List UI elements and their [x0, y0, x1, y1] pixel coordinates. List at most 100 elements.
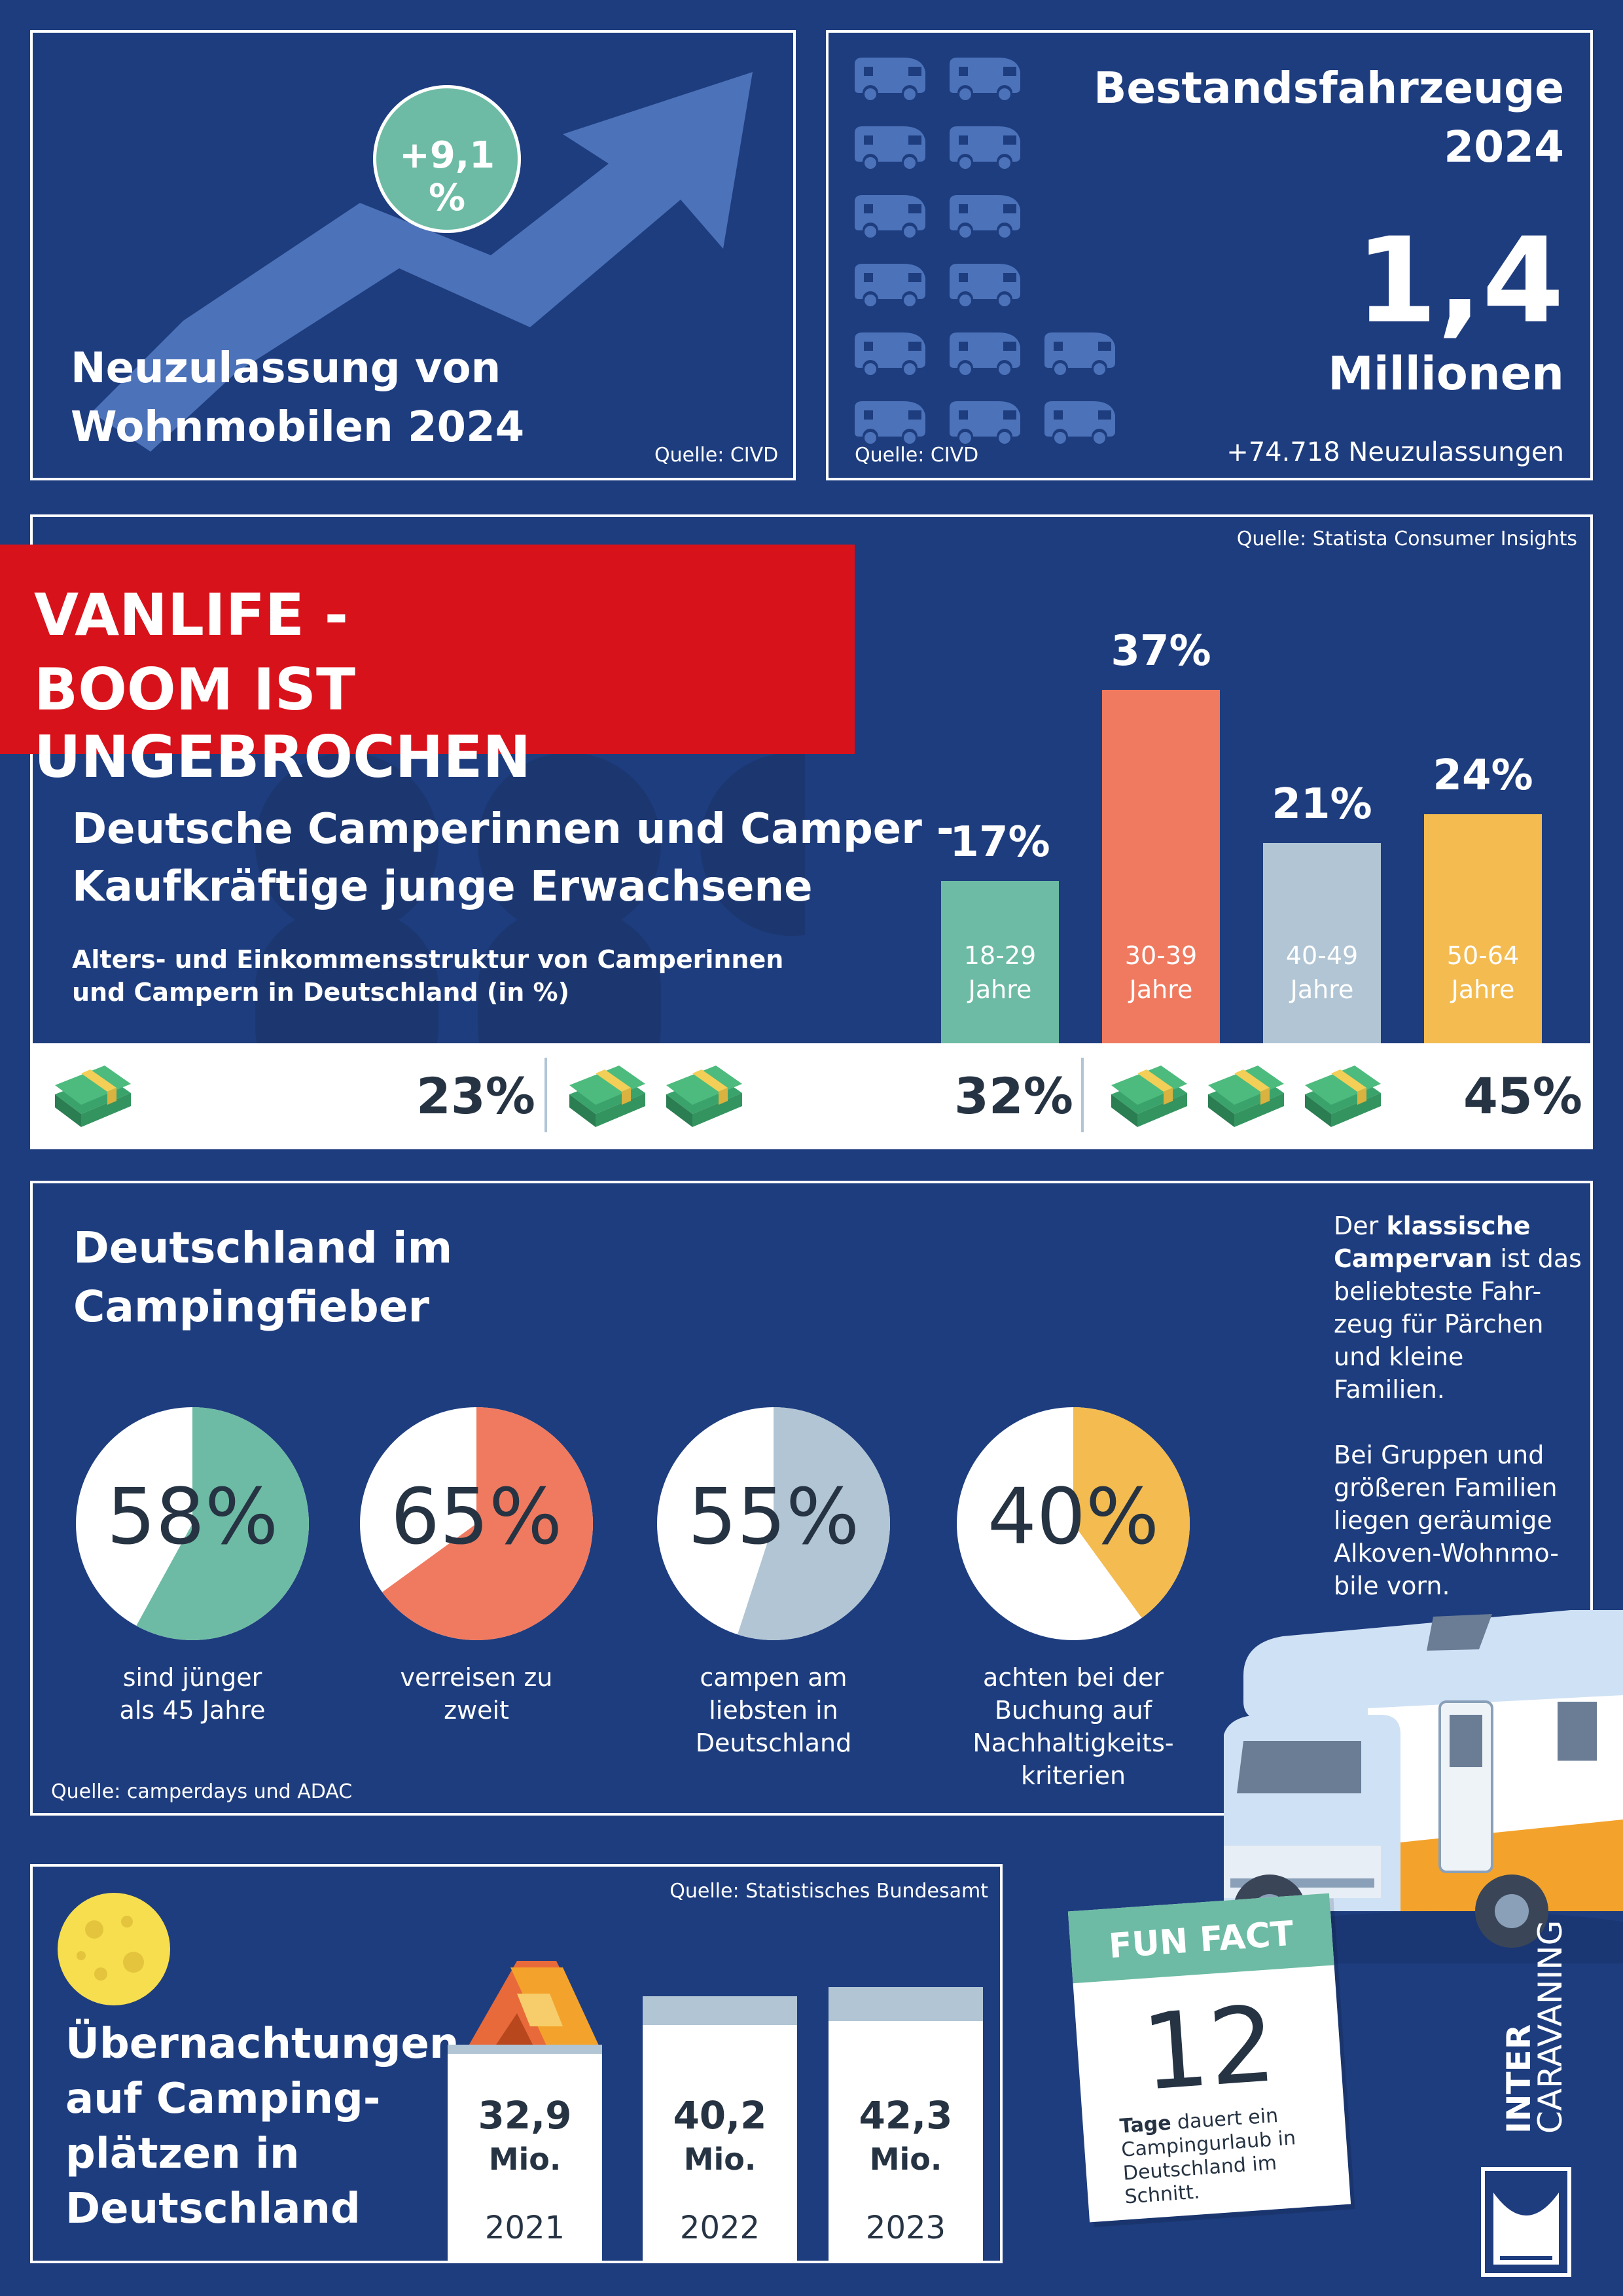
fun-fact-header: FUN FACT	[1067, 1893, 1334, 1984]
stock-big-number: 1,4	[1355, 213, 1564, 350]
pie-description: verreisen zu zweit	[400, 1663, 553, 1725]
card-value: 42,3	[859, 2093, 953, 2138]
stock-title-line1: Bestandsfahrzeuge	[1094, 63, 1564, 113]
age-bar	[1424, 814, 1542, 1043]
age-title-line2: Kaufkräftige junge Erwachsene	[72, 863, 813, 911]
side-text-line: und kleine Familien.	[1334, 1342, 1464, 1404]
registrations-panel: +9,1 % Neuzulassung von Wohnmobilen 2024…	[30, 30, 796, 480]
card-top-strip	[643, 1996, 797, 2025]
camper-grid-icons	[855, 58, 1115, 444]
growth-badge: +9,1 %	[373, 85, 521, 233]
nights-card-2021: 32,9 Mio. 2021	[448, 2045, 602, 2261]
side-text-line: Alkoven-Wohnmo-	[1334, 1539, 1560, 1568]
age-bar-category-label: 50-64 Jahre	[1446, 941, 1520, 1004]
income-value-3: 45%	[1463, 1067, 1582, 1125]
fun-fact-text: Tage dauert ein Campingurlaub in Deutsch…	[1119, 2103, 1300, 2209]
stock-unit: Millionen	[1328, 347, 1564, 401]
pie-chart	[76, 1407, 309, 1640]
age-source: Quelle: Statista Consumer Insights	[1236, 528, 1577, 550]
card-unit: Mio.	[683, 2142, 757, 2177]
age-bar-value-label: 17%	[950, 817, 1050, 867]
pie-chart	[957, 1407, 1190, 1640]
income-value-1: 23%	[416, 1067, 535, 1125]
money-icons	[33, 1043, 1590, 1147]
money-stack-icon	[1111, 1066, 1187, 1127]
card-top-strip	[829, 1987, 983, 2021]
fever-panel: Deutschland im Campingfieber 58% sind jün…	[30, 1181, 1593, 1816]
side-text-line: Bei Gruppen und	[1334, 1441, 1544, 1469]
card-top-strip	[448, 2045, 602, 2054]
card-value: 32,9	[478, 2093, 572, 2138]
fever-side-text: Der klassische Campervan ist das beliebt…	[1334, 1210, 1582, 1602]
fun-fact-card: FUN FACT 12 Tage dauert ein Campingurlau…	[1067, 1893, 1351, 2223]
money-stack-icon	[1208, 1066, 1284, 1127]
age-subtitle-line1: Alters- und Einkommensstruktur von Campe…	[72, 945, 784, 974]
camper-illustration-icon	[1204, 1610, 1623, 1964]
pie-chart	[360, 1407, 593, 1640]
income-divider	[544, 1058, 547, 1132]
side-text-bold1: klassische	[1386, 1211, 1531, 1240]
age-bar-category-label: 30-39 Jahre	[1124, 941, 1198, 1004]
pie-value-label: 58%	[106, 1471, 279, 1562]
nights-title-line1: Übernachtungen	[65, 2020, 459, 2068]
fever-title-line1: Deutschland im	[73, 1223, 453, 1273]
nights-panel: Quelle: Statistisches Bundesamt Übernach…	[30, 1864, 1003, 2263]
pie-slice	[136, 1407, 309, 1640]
age-bar-value-label: 24%	[1433, 751, 1533, 800]
pie-description: campen am liebsten in Deutschland	[695, 1663, 852, 1757]
money-stack-icon	[1305, 1066, 1381, 1127]
pie-slice	[1073, 1407, 1190, 1619]
nights-source: Quelle: Statistisches Bundesamt	[669, 1880, 988, 1903]
age-bar-value-label: 37%	[1111, 627, 1211, 675]
pie-description: sind jünger als 45 Jahre	[119, 1663, 266, 1725]
stock-new-registrations: +74.718 Neuzulassungen	[1226, 437, 1564, 467]
pie-value-label: 65%	[390, 1471, 563, 1562]
growth-badge-text: +9,1 %	[399, 134, 495, 219]
nights-card-2023: 42,3 Mio. 2023	[829, 1987, 983, 2261]
headline-line2: BOOM IST UNGEBROCHEN	[34, 656, 531, 791]
age-bar-category-label: 40-49 Jahre	[1285, 941, 1359, 1004]
side-text-pre: Der	[1334, 1211, 1387, 1240]
side-text-rest: ist das	[1492, 1244, 1582, 1273]
side-text-line: liegen geräumige	[1334, 1506, 1552, 1535]
side-text-line: bile vorn.	[1334, 1571, 1450, 1600]
nights-title-line3: plätzen in	[65, 2130, 300, 2178]
age-bar-category-label: 18-29 Jahre	[963, 941, 1037, 1004]
registrations-title-line1: Neuzulassung von	[71, 344, 501, 393]
card-year: 2023	[865, 2210, 946, 2246]
pie-slice	[737, 1407, 890, 1640]
money-stack-icon	[569, 1066, 645, 1127]
side-text-line: beliebteste Fahr-	[1334, 1277, 1542, 1306]
income-strip: 23% 32% 45%	[33, 1043, 1590, 1147]
age-bar-value-label: 21%	[1272, 780, 1372, 829]
stock-title-line2: 2024	[1444, 122, 1564, 172]
age-subtitle-line2: und Campern in Deutschland (in %)	[72, 978, 569, 1007]
fun-fact-number: 12	[1137, 1982, 1280, 2114]
card-year: 2022	[679, 2210, 760, 2246]
fun-fact-title: FUN FACT	[1107, 1914, 1295, 1967]
headline-line1: VANLIFE -	[34, 581, 349, 649]
pie-slice	[382, 1407, 593, 1640]
nights-title-line2: auf Camping-	[65, 2075, 381, 2123]
logo-mark-icon	[1481, 2167, 1571, 2277]
moon-icon	[58, 1893, 170, 2005]
card-unit: Mio.	[488, 2142, 562, 2177]
age-bar	[1263, 842, 1381, 1043]
pie-value-label: 40%	[987, 1471, 1160, 1562]
headline-banner: VANLIFE - BOOM IST UNGEBROCHEN	[0, 545, 855, 791]
card-value: 40,2	[673, 2093, 767, 2138]
pie-chart	[657, 1407, 890, 1640]
logo-line2: CARAVANING	[1531, 1920, 1569, 2134]
nights-card-2022: 40,2 Mio. 2022	[643, 1996, 797, 2261]
nights-title-line4: Deutschland	[65, 2185, 361, 2233]
fever-source: Quelle: camperdays und ADAC	[51, 1780, 353, 1803]
age-bar	[1102, 690, 1220, 1043]
age-bar	[941, 880, 1059, 1043]
pie-value-label: 55%	[687, 1471, 860, 1562]
money-stack-icon	[55, 1066, 131, 1127]
stock-panel: Bestandsfahrzeuge 2024 1,4 Millionen +74…	[826, 30, 1593, 480]
income-divider	[1081, 1058, 1084, 1132]
side-text-bold2: Campervan	[1334, 1244, 1493, 1273]
side-text-line: größeren Familien	[1334, 1473, 1558, 1502]
registrations-title-line2: Wohnmobilen 2024	[71, 403, 525, 452]
